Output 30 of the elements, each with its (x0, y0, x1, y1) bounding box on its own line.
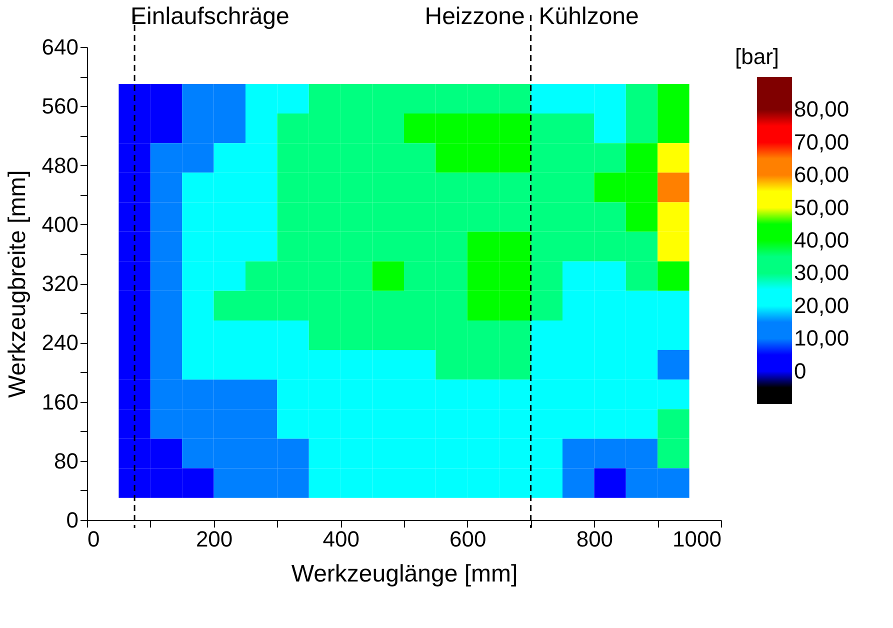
legend-title: [bar] (734, 44, 780, 69)
y-tick-label: 320 (42, 271, 78, 296)
x-tick-label: 400 (322, 526, 360, 552)
color-bar-label: 30,00 (794, 260, 850, 286)
x-tick-label: 0 (88, 526, 100, 552)
y-tick-label: 80 (54, 448, 78, 474)
text: Einlaufschräge (130, 3, 290, 30)
y-tick-label: 480 (42, 152, 78, 178)
color-bar-label: 20,00 (794, 292, 850, 318)
color-bar-label: 10,00 (794, 326, 850, 351)
x-tick-label: 800 (576, 526, 614, 552)
y-tick-label: 400 (42, 212, 78, 237)
x-axis-title: Werkzeuglänge [mm] (291, 560, 518, 588)
x-tick-label: 200 (196, 526, 233, 552)
y-tick-label: 640 (42, 34, 78, 60)
y-tick-label: 560 (42, 94, 78, 119)
color-bar-label: 80,00 (794, 96, 850, 122)
x-tick-label: 600 (450, 526, 486, 552)
text: Heizzone (424, 3, 525, 30)
x-tick-label: 1000 (672, 526, 722, 552)
y-tick-label: 240 (42, 330, 78, 356)
color-bar-label: 0 (794, 358, 806, 384)
y-tick-label: 0 (66, 508, 78, 532)
y-tick-label: 160 (42, 389, 78, 414)
text: Kühlzone (538, 3, 639, 30)
color-bar-label: 70,00 (794, 129, 850, 154)
color-bar-label: 50,00 (794, 194, 850, 220)
y-axis-title: Werkzeugbreite [mm] (4, 170, 31, 398)
color-bar-label: 40,00 (794, 228, 850, 252)
color-bar-label: 60,00 (794, 162, 850, 188)
